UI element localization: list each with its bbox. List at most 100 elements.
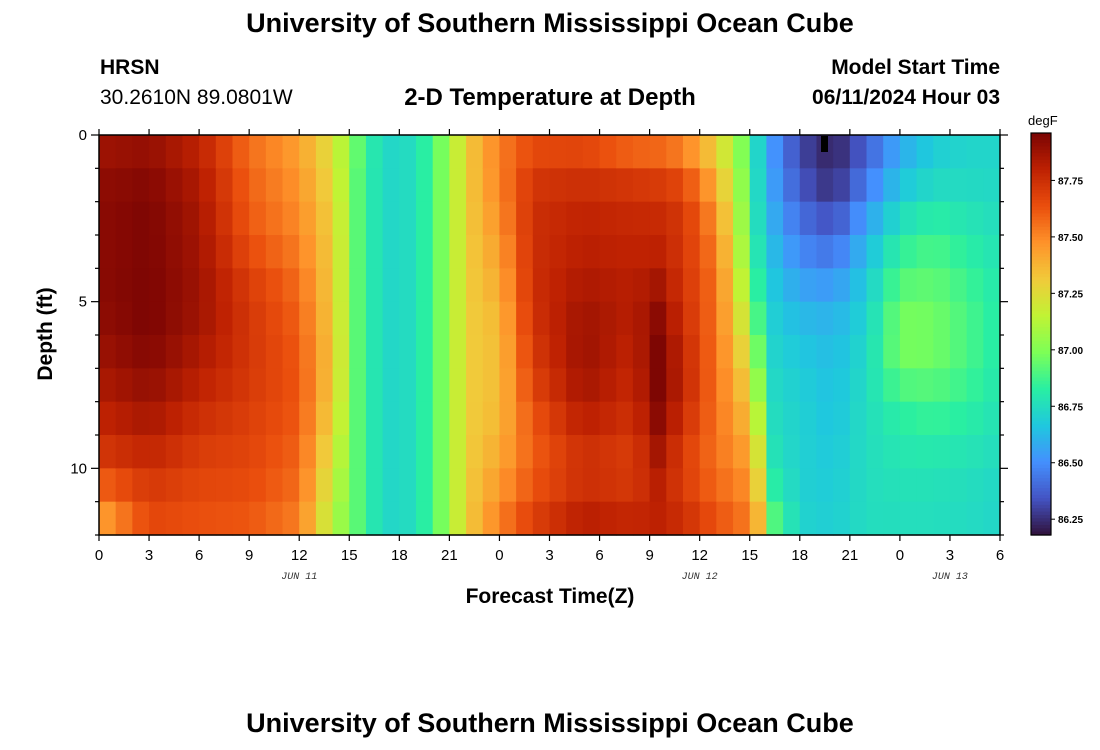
- heatmap-cell: [749, 268, 768, 303]
- colorbar-segment: [1031, 186, 1051, 191]
- heatmap-cell: [466, 201, 484, 236]
- colorbar-tick-label: 86.75: [1058, 402, 1083, 413]
- heatmap-cell: [215, 501, 234, 536]
- heatmap-cell: [399, 301, 417, 336]
- heatmap-cell: [849, 468, 868, 503]
- heatmap-cell: [232, 501, 250, 536]
- heatmap-cell: [349, 135, 367, 169]
- heatmap-cell: [833, 201, 851, 236]
- heatmap-cell: [232, 435, 250, 469]
- heatmap-cell: [849, 435, 868, 469]
- heatmap-cell: [716, 401, 734, 436]
- heatmap-cell: [849, 501, 868, 536]
- heatmap-cell: [282, 201, 300, 236]
- heatmap-cell: [666, 468, 684, 503]
- heatmap-cell: [716, 301, 734, 336]
- heatmap-cell: [632, 301, 651, 336]
- heatmap-cell: [516, 501, 534, 536]
- heatmap-cell: [682, 435, 701, 469]
- heatmap-cell: [499, 301, 517, 336]
- heatmap-cell: [432, 368, 450, 403]
- heatmap-cell: [382, 235, 400, 269]
- heatmap-cell: [265, 135, 284, 169]
- heatmap-cell: [699, 135, 717, 169]
- heatmap-cell: [682, 235, 701, 269]
- heatmap-cell: [265, 401, 284, 436]
- heatmap-cell: [482, 135, 501, 169]
- heatmap-cell: [115, 501, 133, 536]
- colorbar-segment: [1031, 330, 1051, 335]
- colorbar-segment: [1031, 501, 1051, 506]
- colorbar-segment: [1031, 290, 1051, 295]
- heatmap-cell: [933, 435, 951, 469]
- heatmap-cell: [416, 235, 434, 269]
- heatmap-cell: [149, 335, 167, 369]
- heatmap-cell: [666, 201, 684, 236]
- heatmap-cell: [983, 501, 1001, 536]
- heatmap-cell: [733, 168, 751, 203]
- heatmap-cell: [866, 201, 884, 236]
- heatmap-cell: [666, 168, 684, 203]
- heatmap-cell: [466, 435, 484, 469]
- heatmap-cell: [866, 368, 884, 403]
- heatmap-cell: [799, 135, 818, 169]
- heatmap-cell: [566, 135, 584, 169]
- heatmap-cell: [899, 468, 918, 503]
- colorbar-segment: [1031, 498, 1051, 503]
- heatmap-cell: [132, 401, 150, 436]
- heatmap-cell: [482, 501, 501, 536]
- heatmap-cell: [516, 435, 534, 469]
- heatmap-cell: [149, 435, 167, 469]
- heatmap-cell: [916, 368, 934, 403]
- heatmap-cell: [399, 235, 417, 269]
- heatmap-cell: [349, 401, 367, 436]
- heatmap-cell: [482, 168, 501, 203]
- heatmap-cell: [916, 235, 934, 269]
- heatmap-cell: [599, 335, 617, 369]
- heatmap-cell: [499, 435, 517, 469]
- heatmap-cell: [666, 401, 684, 436]
- heatmap-cell: [733, 401, 751, 436]
- y-tick-label: 5: [79, 294, 87, 311]
- colorbar-segment: [1031, 317, 1051, 322]
- heatmap-cell: [632, 135, 651, 169]
- heatmap-cell: [165, 301, 184, 336]
- heatmap-cell: [349, 435, 367, 469]
- heatmap-cell: [115, 235, 133, 269]
- heatmap-cell: [566, 335, 584, 369]
- heatmap-cell: [616, 368, 634, 403]
- heatmap-cell: [833, 268, 851, 303]
- colorbar-segment: [1031, 166, 1051, 171]
- x-tick-label: 12: [291, 547, 308, 564]
- heatmap-cell: [632, 168, 651, 203]
- heatmap-cell: [115, 335, 133, 369]
- heatmap-cell: [532, 368, 551, 403]
- heatmap-cell: [966, 235, 984, 269]
- heatmap-cell: [532, 501, 551, 536]
- heatmap-cell: [165, 235, 184, 269]
- heatmap-cell: [682, 501, 701, 536]
- heatmap-cell: [916, 468, 934, 503]
- heatmap-cell: [315, 468, 334, 503]
- heatmap-cell: [699, 201, 717, 236]
- heatmap-cell: [783, 368, 801, 403]
- heatmap-cell: [315, 235, 334, 269]
- heatmap-cell: [582, 435, 601, 469]
- heatmap-cell: [232, 168, 250, 203]
- heatmap-cell: [699, 501, 717, 536]
- heatmap-cell: [799, 401, 818, 436]
- heatmap-cell: [949, 235, 968, 269]
- heatmap-cell: [582, 501, 601, 536]
- heatmap-cell: [466, 368, 484, 403]
- heatmap-cell: [115, 168, 133, 203]
- heatmap-cell: [399, 501, 417, 536]
- x-axis-label: Forecast Time(Z): [465, 585, 635, 608]
- heatmap-cell: [115, 201, 133, 236]
- heatmap-cell: [649, 235, 667, 269]
- heatmap-cell: [783, 335, 801, 369]
- heatmap-cell: [149, 401, 167, 436]
- heatmap-cell: [899, 301, 918, 336]
- heatmap-cell: [599, 468, 617, 503]
- heatmap-cell: [582, 201, 601, 236]
- heatmap-cell: [482, 435, 501, 469]
